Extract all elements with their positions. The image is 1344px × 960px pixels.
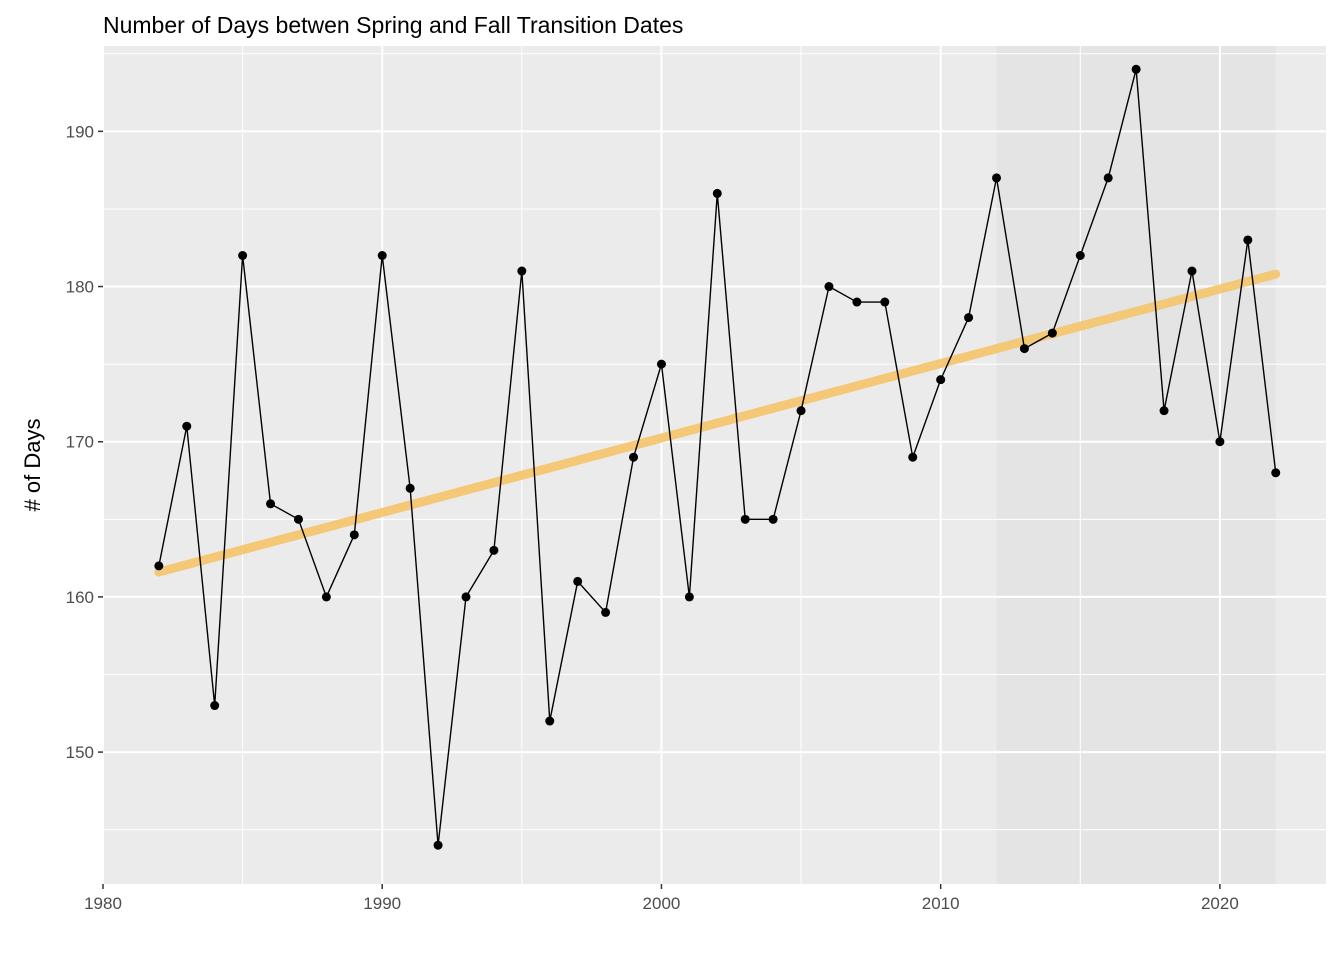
data-point bbox=[573, 576, 583, 586]
data-point bbox=[266, 499, 276, 509]
data-point bbox=[936, 375, 946, 385]
data-point bbox=[964, 313, 974, 323]
shaded-region bbox=[996, 46, 1276, 884]
x-tick-label: 2010 bbox=[922, 894, 960, 913]
data-point bbox=[656, 359, 666, 369]
data-point bbox=[601, 607, 611, 617]
data-point bbox=[1187, 266, 1197, 276]
shaded-region-layer bbox=[996, 46, 1276, 884]
data-point bbox=[405, 483, 415, 493]
data-point bbox=[1019, 344, 1029, 354]
data-point bbox=[349, 530, 359, 540]
data-point bbox=[768, 514, 778, 524]
data-point bbox=[377, 251, 387, 260]
data-point bbox=[238, 251, 248, 260]
data-point bbox=[992, 173, 1002, 183]
gridlines bbox=[102, 46, 1326, 884]
data-point bbox=[433, 840, 443, 850]
data-point bbox=[908, 452, 918, 462]
data-point bbox=[182, 421, 192, 431]
data-point bbox=[684, 592, 694, 602]
x-tick-label: 2020 bbox=[1201, 894, 1239, 913]
data-point bbox=[517, 266, 527, 276]
trend-line bbox=[154, 269, 1281, 577]
data-point bbox=[545, 716, 555, 726]
y-tick-label: 180 bbox=[66, 278, 94, 297]
data-point bbox=[1159, 406, 1169, 416]
data-point bbox=[210, 701, 220, 711]
x-tick-label: 2000 bbox=[643, 894, 681, 913]
y-axis-title: # of Days bbox=[20, 419, 45, 512]
data-point bbox=[293, 514, 303, 524]
data-point bbox=[852, 297, 862, 307]
y-tick-label: 190 bbox=[66, 122, 94, 141]
chart-title: Number of Days betwen Spring and Fall Tr… bbox=[103, 12, 684, 38]
data-point bbox=[796, 406, 806, 416]
y-tick-label: 170 bbox=[66, 433, 94, 452]
data-point bbox=[1075, 251, 1085, 260]
y-tick-label: 160 bbox=[66, 588, 94, 607]
data-point bbox=[154, 561, 164, 571]
data-point bbox=[1131, 64, 1141, 74]
data-point bbox=[740, 514, 750, 524]
trend-line-layer bbox=[154, 269, 1281, 577]
data-point bbox=[880, 297, 890, 307]
data-point bbox=[321, 592, 331, 602]
axes: 1980 1990 2000 2010 2020 150 160 170 180 190 bbox=[66, 122, 1239, 913]
x-tick-label: 1980 bbox=[84, 894, 122, 913]
data-point bbox=[489, 545, 499, 555]
data-point bbox=[1243, 235, 1253, 245]
data-point bbox=[824, 282, 834, 292]
y-tick-label: 150 bbox=[66, 743, 94, 762]
data-point bbox=[1103, 173, 1113, 183]
data-point bbox=[461, 592, 471, 602]
data-point bbox=[712, 188, 722, 198]
data-point bbox=[1271, 468, 1281, 478]
data-point bbox=[1047, 328, 1057, 338]
series-layer bbox=[154, 64, 1281, 850]
data-point bbox=[1215, 437, 1225, 447]
x-tick-label: 1990 bbox=[363, 894, 401, 913]
data-point bbox=[629, 452, 639, 462]
